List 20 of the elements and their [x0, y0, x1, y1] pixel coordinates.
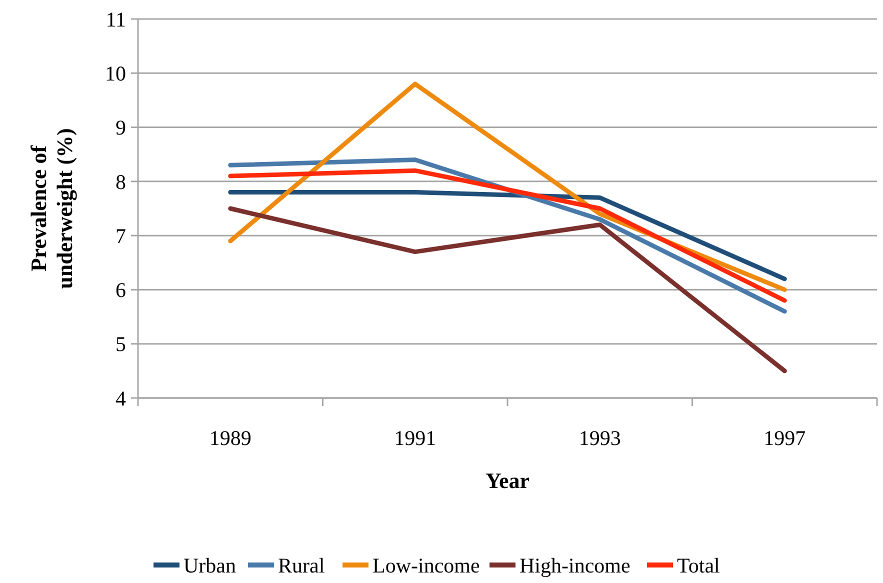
- legend-label: Rural: [278, 553, 325, 578]
- x-tick-label: 1991: [394, 426, 436, 450]
- line-series: [228, 206, 787, 374]
- x-tick-label: 1993: [578, 426, 621, 450]
- legend-label: Urban: [184, 553, 236, 578]
- legend-label: High-income: [520, 553, 630, 578]
- y-tick-label: 4: [116, 386, 126, 410]
- legend-label: Total: [677, 553, 720, 578]
- y-tick-label: 7: [116, 224, 126, 248]
- y-tick-label: 8: [116, 170, 126, 194]
- x-axis-title: Year: [486, 468, 530, 493]
- y-tick-label: 5: [116, 332, 126, 356]
- legend-label: Low-income: [372, 553, 480, 578]
- y-tick-label: 11: [106, 7, 126, 32]
- y-tick-label: 9: [116, 116, 126, 140]
- y-axis-title: Prevalence of underweight (%): [26, 128, 77, 289]
- x-tick-label: 1997: [764, 426, 806, 450]
- y-tick-label: 6: [116, 278, 126, 302]
- y-tick-label: 10: [105, 61, 126, 86]
- x-tick-label: 1989: [209, 426, 252, 450]
